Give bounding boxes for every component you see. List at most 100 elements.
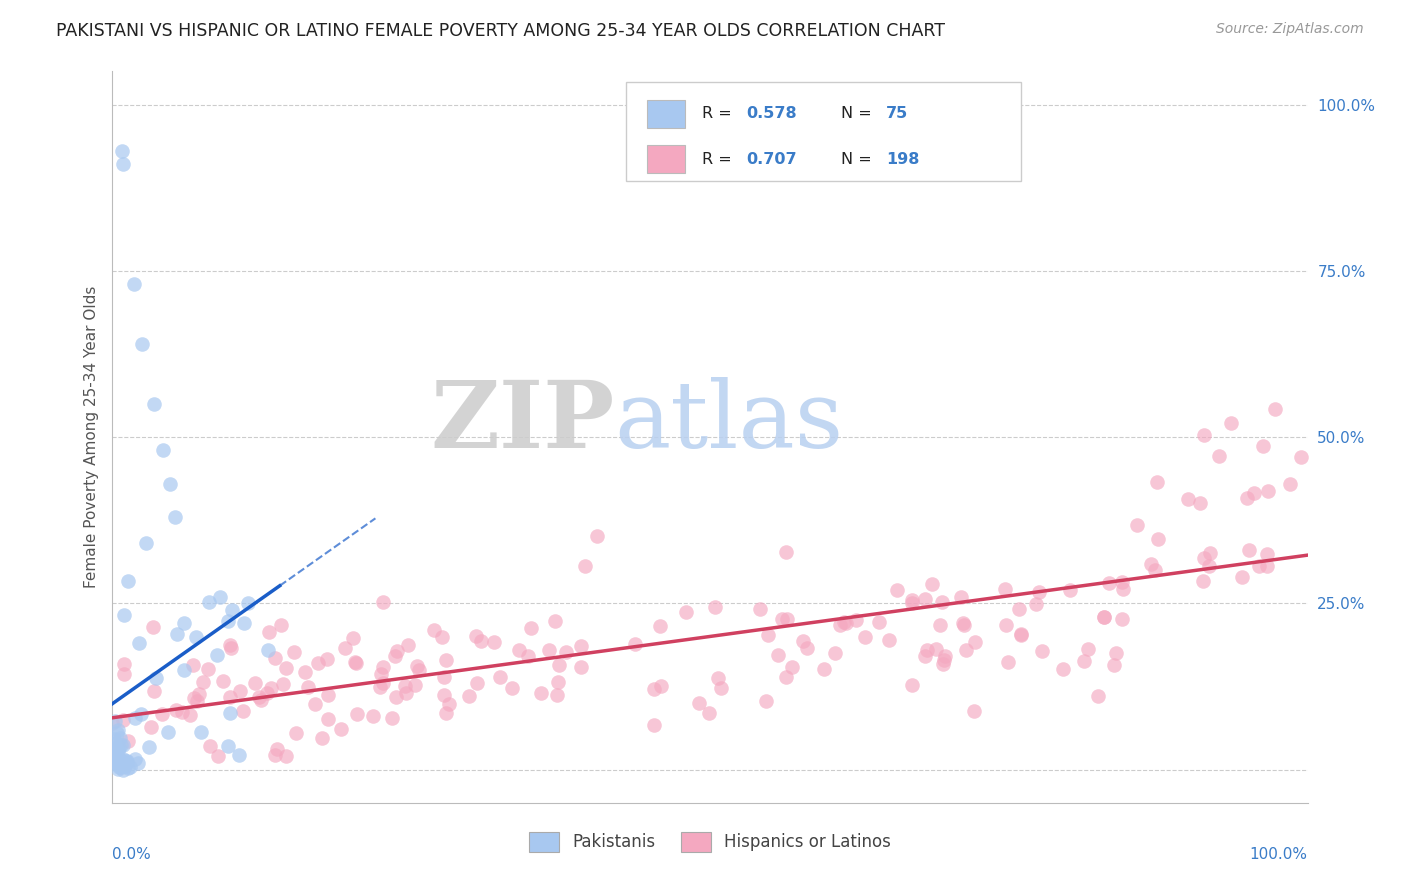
Point	[316, 712, 339, 726]
Point	[108, 754, 131, 768]
Point	[107, 744, 129, 758]
Point	[465, 676, 488, 690]
Point	[219, 638, 242, 652]
Point	[260, 681, 283, 696]
Point	[343, 656, 366, 670]
Point	[270, 618, 292, 632]
Point	[145, 671, 167, 685]
Point	[1073, 654, 1095, 668]
Point	[105, 753, 128, 767]
Point	[232, 704, 254, 718]
Point	[108, 760, 131, 774]
Point	[775, 670, 797, 684]
Point	[554, 645, 576, 659]
Point	[470, 634, 492, 648]
Point	[197, 662, 219, 676]
Point	[105, 726, 128, 740]
Point	[675, 605, 697, 619]
Point	[229, 684, 252, 698]
Point	[650, 680, 672, 694]
Point	[304, 697, 326, 711]
Point	[710, 681, 733, 696]
Point	[688, 696, 710, 710]
Point	[901, 592, 924, 607]
Point	[437, 697, 460, 711]
Point	[931, 657, 953, 672]
Point	[101, 750, 124, 764]
Point	[1092, 610, 1115, 624]
Point	[183, 691, 205, 706]
Point	[112, 752, 135, 766]
FancyBboxPatch shape	[627, 82, 1021, 181]
Point	[104, 750, 127, 764]
Point	[108, 753, 131, 767]
Point	[574, 559, 596, 574]
Point	[257, 643, 280, 657]
Point	[143, 684, 166, 698]
Point	[212, 674, 235, 689]
Point	[186, 694, 208, 708]
Point	[931, 595, 953, 609]
Point	[1257, 484, 1279, 499]
FancyBboxPatch shape	[647, 145, 685, 173]
Point	[103, 741, 125, 756]
Point	[1253, 439, 1275, 453]
Point	[264, 650, 287, 665]
Point	[108, 760, 131, 774]
Point	[381, 711, 404, 725]
Text: 0.578: 0.578	[747, 106, 797, 121]
Point	[117, 733, 139, 747]
Text: N =: N =	[842, 106, 877, 121]
Point	[792, 633, 814, 648]
Point	[1111, 574, 1133, 589]
Point	[207, 749, 229, 764]
Point	[775, 545, 797, 559]
Point	[845, 614, 868, 628]
Point	[112, 607, 135, 622]
Point	[832, 615, 855, 629]
Point	[209, 590, 232, 604]
Point	[929, 618, 952, 632]
Point	[1289, 450, 1312, 464]
Point	[107, 750, 129, 764]
Point	[107, 756, 129, 770]
Point	[124, 711, 146, 725]
Point	[1092, 610, 1115, 624]
Point	[458, 689, 481, 703]
Point	[110, 738, 132, 752]
Point	[1198, 559, 1220, 574]
Point	[107, 762, 129, 776]
Point	[129, 706, 152, 721]
Point	[103, 731, 125, 746]
Point	[107, 739, 129, 754]
Point	[316, 688, 339, 702]
Point	[1140, 557, 1163, 571]
Point	[179, 707, 201, 722]
Point	[103, 746, 125, 760]
Point	[548, 658, 571, 673]
Point	[1256, 558, 1278, 573]
Point	[917, 642, 939, 657]
Point	[547, 675, 569, 690]
Text: atlas: atlas	[614, 377, 844, 467]
Point	[384, 648, 406, 663]
Text: 0.707: 0.707	[747, 152, 797, 167]
Point	[925, 641, 948, 656]
Point	[704, 600, 727, 615]
Point	[405, 659, 427, 673]
Point	[756, 628, 779, 642]
Point	[519, 621, 541, 635]
Point	[181, 658, 204, 673]
Point	[997, 655, 1019, 669]
Text: R =: R =	[702, 106, 737, 121]
Point	[824, 646, 846, 660]
Point	[111, 738, 134, 752]
Point	[104, 714, 127, 729]
Point	[105, 756, 128, 770]
Point	[776, 612, 799, 626]
Point	[266, 742, 288, 756]
Point	[101, 747, 124, 762]
Point	[105, 752, 128, 766]
Point	[782, 659, 804, 673]
Point	[105, 756, 128, 771]
